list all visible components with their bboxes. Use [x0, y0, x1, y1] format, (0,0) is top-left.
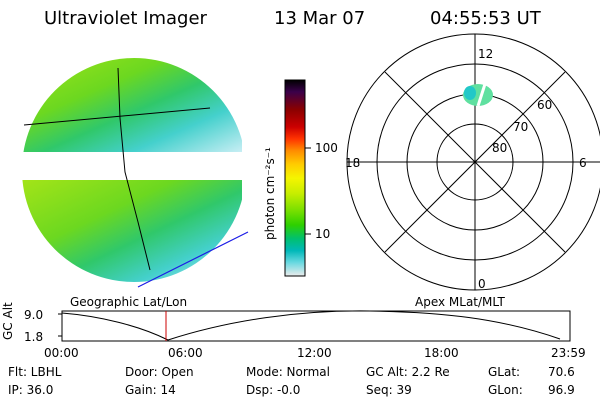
filter-info: Flt: LBHL	[8, 365, 62, 379]
polar-aurora-blob	[463, 83, 493, 107]
colorbar-label-10: 10	[315, 227, 331, 241]
mlt-label-18: 18	[345, 156, 361, 170]
gc-alt-info: GC Alt: 2.2 Re	[366, 365, 450, 379]
ip-info: IP: 36.0	[8, 383, 54, 397]
instrument-title: Ultraviolet Imager	[44, 8, 207, 29]
glat-label: GLat:	[488, 365, 521, 379]
polar-plot	[346, 33, 600, 291]
time-label: 04:55:53 UT	[430, 8, 541, 29]
image-top-half	[22, 58, 242, 152]
timeline-ytick-bottom: 1.8	[24, 330, 44, 344]
latitude-line	[23, 107, 211, 126]
mlt-label-6: 6	[579, 156, 587, 170]
gain-info: Gain: 14	[125, 383, 176, 397]
colorbar-gradient	[284, 79, 306, 277]
longitude-line	[117, 67, 151, 271]
colorbar-unit-label: photon cm⁻²s⁻¹	[263, 147, 277, 240]
timeline-frame	[61, 310, 571, 342]
timeline-ylabel: GC Alt	[1, 302, 15, 340]
earth-image	[22, 58, 249, 288]
colorbar-label-100: 100	[315, 141, 338, 155]
timeline-xtick-1800: 18:00	[424, 346, 459, 360]
dsp-info: Dsp: -0.0	[246, 383, 301, 397]
glon-label: GLon:	[488, 383, 523, 397]
seq-info: Seq: 39	[366, 383, 412, 397]
timeline-xtick-1200: 12:00	[297, 346, 332, 360]
colorbar	[284, 79, 311, 277]
glon-value: 96.9	[548, 383, 575, 397]
polar-panel-label: Apex MLat/MLT	[415, 295, 505, 309]
polar-diagonal-2	[384, 71, 566, 253]
timeline-plot	[58, 310, 571, 342]
mlat-label-70: 70	[513, 120, 529, 134]
mlat-label-80: 80	[492, 141, 508, 155]
timeline-xtick-0000: 00:00	[44, 346, 79, 360]
image-panel-label: Geographic Lat/Lon	[70, 295, 188, 309]
mlat-label-60: 60	[537, 98, 553, 112]
mlt-label-12: 12	[478, 47, 494, 61]
timeline-xtick-0600: 06:00	[168, 346, 203, 360]
terminator-line	[137, 231, 249, 288]
mlt-label-0: 0	[478, 277, 486, 291]
altitude-curve	[61, 310, 561, 341]
date-label: 13 Mar 07	[274, 8, 366, 29]
timeline-ytick-top: 9.0	[24, 308, 44, 322]
mode-info: Mode: Normal	[246, 365, 330, 379]
door-info: Door: Open	[125, 365, 194, 379]
glat-value: 70.6	[548, 365, 575, 379]
timeline-xtick-2359: 23:59	[551, 346, 586, 360]
